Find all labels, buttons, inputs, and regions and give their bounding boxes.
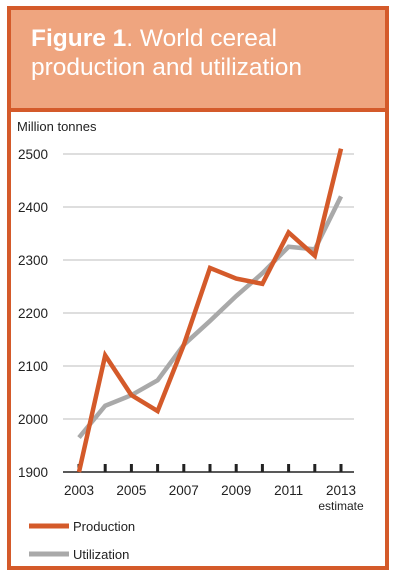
data-series bbox=[76, 148, 344, 473]
figure-title-text: . World cereal production and utilizatio… bbox=[31, 25, 303, 81]
x-tick-label-2005: 2005 bbox=[116, 483, 146, 498]
y-tick-label-2400: 2400 bbox=[18, 200, 48, 215]
x-tick-label-2013: 2013 bbox=[326, 483, 356, 498]
y-tick-label-2500: 2500 bbox=[18, 147, 48, 162]
header-divider bbox=[11, 108, 385, 112]
series-line-production bbox=[76, 148, 344, 473]
y-tick-label-2100: 2100 bbox=[18, 359, 48, 374]
figure-header: Figure 1. World cereal production and ut… bbox=[11, 10, 385, 108]
y-axis-title: Million tonnes bbox=[17, 119, 97, 134]
y-tick-label-1900: 1900 bbox=[18, 465, 48, 480]
legend-label-production: Production bbox=[73, 519, 135, 534]
x-tick-label-2009: 2009 bbox=[221, 483, 251, 498]
x-tick-label-2003: 2003 bbox=[64, 483, 94, 498]
x-tick-label-2011: 2011 bbox=[274, 483, 303, 498]
figure-frame: Figure 1. World cereal production and ut… bbox=[7, 6, 389, 570]
y-axis-ticks: 1900 2000 2100 2200 2300 2400 2500 bbox=[18, 147, 48, 480]
figure-number: Figure 1 bbox=[31, 25, 127, 52]
x-tick-sublabel-2013: estimate bbox=[318, 499, 364, 513]
gridlines bbox=[63, 153, 354, 473]
legend-label-utilization: Utilization bbox=[73, 547, 129, 562]
series-line-utilization bbox=[77, 195, 344, 439]
legend: Production Utilization bbox=[29, 519, 135, 562]
figure-title: Figure 1. World cereal production and ut… bbox=[31, 24, 371, 82]
y-tick-label-2200: 2200 bbox=[18, 306, 48, 321]
y-tick-label-2000: 2000 bbox=[18, 412, 48, 427]
x-tick-label-2007: 2007 bbox=[169, 483, 199, 498]
y-tick-label-2300: 2300 bbox=[18, 253, 48, 268]
